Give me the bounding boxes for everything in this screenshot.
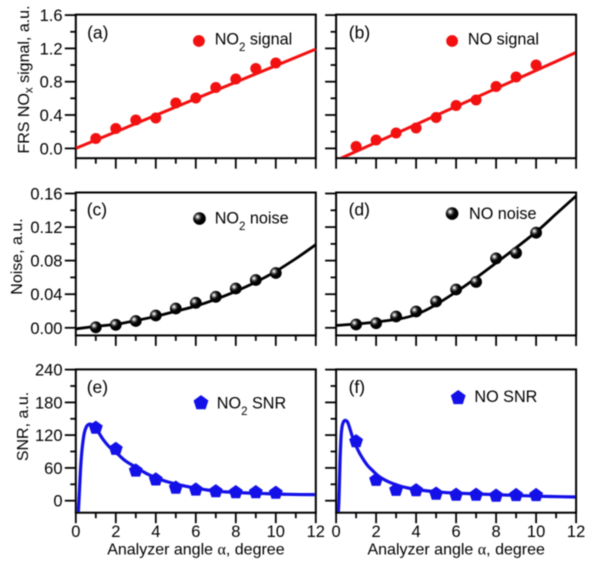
svg-text:60: 60	[44, 460, 62, 478]
svg-text:10: 10	[267, 523, 285, 541]
svg-text:0.4: 0.4	[40, 107, 63, 125]
svg-text:1.2: 1.2	[40, 40, 63, 58]
svg-text:Analyzer angle α, degree: Analyzer angle α, degree	[107, 542, 285, 559]
svg-text:NO signal: NO signal	[468, 30, 539, 48]
svg-text:NO2 signal: NO2 signal	[215, 30, 292, 54]
svg-text:0.04: 0.04	[30, 286, 62, 304]
svg-text:SNR, a.u.: SNR, a.u.	[15, 392, 32, 461]
svg-text:(f): (f)	[349, 377, 366, 397]
svg-text:8: 8	[231, 523, 240, 541]
svg-text:0.00: 0.00	[30, 320, 62, 338]
svg-text:8: 8	[492, 523, 501, 541]
svg-text:0: 0	[332, 523, 341, 541]
svg-text:1.6: 1.6	[40, 7, 63, 25]
svg-text:4: 4	[151, 523, 160, 541]
svg-text:240: 240	[35, 362, 63, 380]
svg-text:(b): (b)	[349, 22, 370, 42]
svg-text:NO SNR: NO SNR	[474, 388, 537, 406]
svg-text:FRS NOx signal, a.u.: FRS NOx signal, a.u.	[16, 5, 36, 153]
svg-text:0.12: 0.12	[30, 219, 62, 237]
svg-text:10: 10	[527, 523, 545, 541]
svg-text:0: 0	[53, 493, 62, 511]
svg-text:0.8: 0.8	[40, 74, 63, 92]
svg-text:4: 4	[412, 523, 421, 541]
svg-text:(d): (d)	[349, 200, 370, 220]
svg-text:6: 6	[452, 523, 461, 541]
svg-text:12: 12	[567, 523, 585, 541]
svg-text:0: 0	[71, 523, 80, 541]
svg-text:180: 180	[35, 394, 63, 412]
svg-text:(a): (a)	[87, 22, 108, 42]
svg-text:NO2 SNR: NO2 SNR	[217, 395, 286, 419]
svg-text:NO2 noise: NO2 noise	[215, 209, 289, 233]
svg-text:(e): (e)	[87, 377, 108, 397]
svg-text:0.16: 0.16	[30, 186, 62, 204]
svg-text:120: 120	[35, 427, 63, 445]
svg-text:Noise, a.u.: Noise, a.u.	[9, 218, 26, 294]
svg-text:0.0: 0.0	[40, 140, 63, 158]
svg-text:2: 2	[111, 523, 120, 541]
svg-text:6: 6	[191, 523, 200, 541]
svg-text:Analyzer angle α, degree: Analyzer angle α, degree	[367, 542, 545, 559]
svg-text:12: 12	[307, 523, 325, 541]
svg-text:(c): (c)	[87, 200, 107, 220]
svg-text:0.08: 0.08	[30, 253, 62, 271]
svg-text:2: 2	[372, 523, 381, 541]
svg-text:NO noise: NO noise	[469, 205, 536, 223]
